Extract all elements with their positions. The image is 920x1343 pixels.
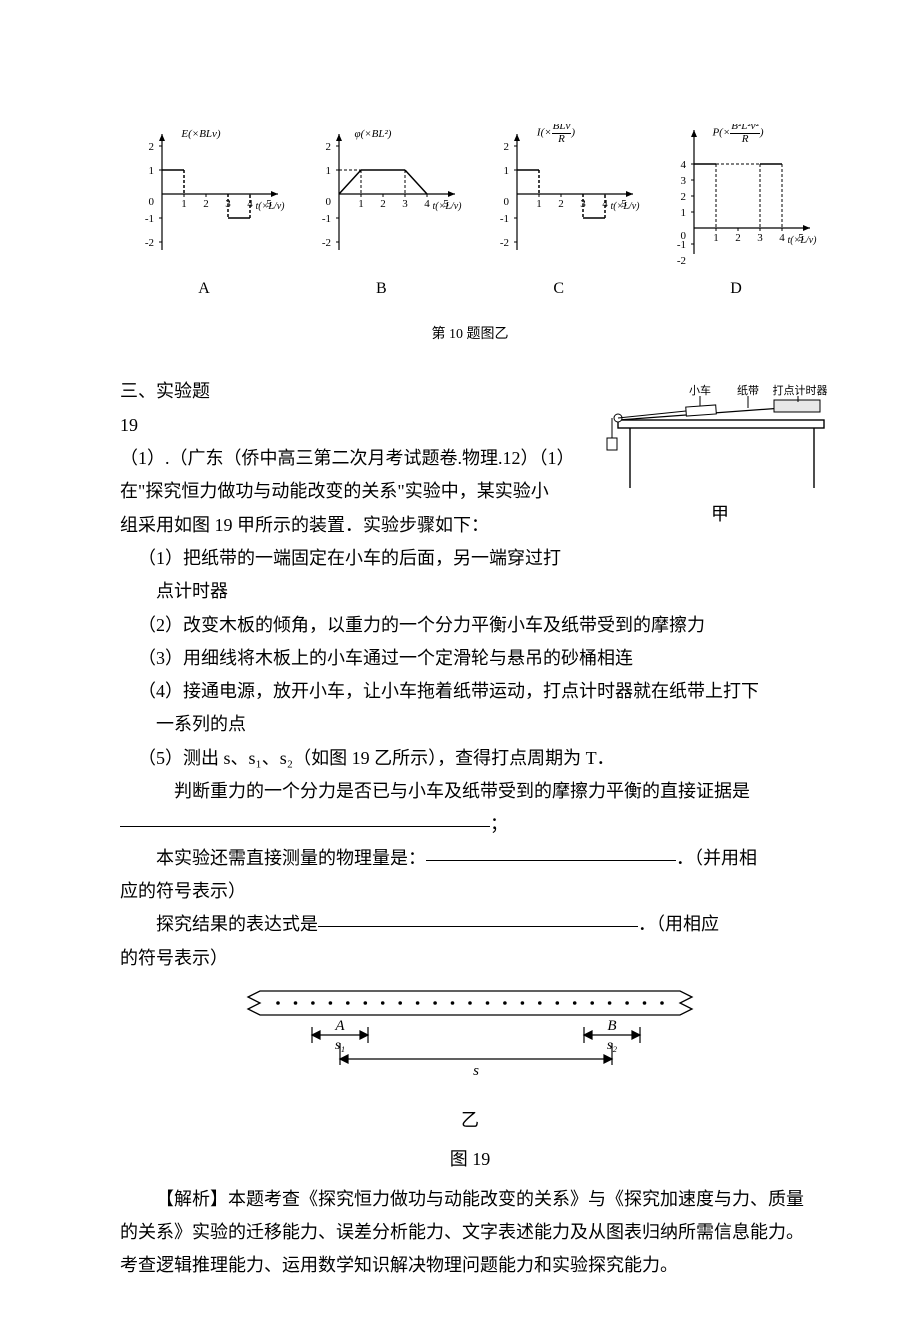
- step-3: （3）用细线将木板上的小车通过一个定滑轮与悬吊的砂桶相连: [120, 642, 820, 675]
- svg-text:0: 0: [149, 196, 155, 208]
- svg-text:-2: -2: [677, 255, 686, 264]
- step-2: （2）改变木板的倾角，以重力的一个分力平衡小车及纸带受到的摩擦力: [120, 609, 820, 642]
- svg-text:3: 3: [403, 198, 409, 210]
- tape-figure: A B s₁ s₂: [120, 981, 820, 1138]
- svg-text:s: s: [473, 1063, 479, 1079]
- svg-text:-1: -1: [322, 213, 331, 225]
- svg-text:0: 0: [503, 196, 509, 208]
- judge-blank: ；: [120, 808, 820, 841]
- svg-text:2: 2: [503, 141, 509, 153]
- label-tape: 纸带: [737, 384, 759, 397]
- svg-text:2: 2: [735, 232, 741, 244]
- chart-C-ylabel-p: I(×: [537, 127, 552, 139]
- chart-A-ylabel: E(×BLv): [181, 128, 220, 140]
- chart-B: 1 2 -1 -2 0 1 2 3 4 5: [297, 124, 465, 304]
- svg-text:1: 1: [680, 207, 686, 219]
- chart-D-letter: D: [652, 274, 820, 304]
- chart-A-xlabel: t(×L/v): [256, 201, 285, 212]
- svg-text:-2: -2: [322, 237, 331, 249]
- fig19-label: 图 19: [120, 1143, 820, 1176]
- svg-text:-2: -2: [499, 237, 508, 249]
- label-timer: 打点计时器: [773, 384, 828, 397]
- svg-text:1: 1: [359, 198, 365, 210]
- svg-text:3: 3: [757, 232, 763, 244]
- chart-D-ylabel-p: P(×: [712, 127, 730, 139]
- svg-text:1: 1: [181, 198, 187, 210]
- chart-C-xlabel: t(×L/v): [610, 201, 639, 212]
- exp-fig-caption: 甲: [600, 498, 840, 531]
- svg-text:-1: -1: [145, 213, 154, 225]
- charts-row: 1 2 -1 -2 0 1 2 3 4 5: [120, 124, 820, 304]
- chart-C: 1 2 -1 -2 0 1 2 3 4 5: [475, 124, 643, 304]
- label-cart: 小车: [689, 384, 711, 397]
- svg-text:4: 4: [680, 159, 686, 171]
- svg-text:1: 1: [503, 165, 509, 177]
- analysis-text: 【解析】本题考查《探究恒力做功与动能改变的关系》与《探究加速度与力、质量的关系》…: [120, 1183, 820, 1283]
- svg-text:2: 2: [381, 198, 387, 210]
- chart-B-xlabel: t(×L/v): [433, 201, 462, 212]
- experiment-figure-jia: 小车 纸带 打点计时器 甲: [600, 384, 840, 531]
- chart-A: 1 2 -1 -2 0 1 2 3 4 5: [120, 124, 288, 304]
- chart-A-letter: A: [120, 274, 288, 304]
- svg-text:1: 1: [326, 165, 332, 177]
- svg-text:A: A: [334, 1018, 345, 1034]
- result-1c: 的符号表示）: [120, 942, 820, 975]
- svg-text:0: 0: [680, 230, 686, 242]
- svg-text:1: 1: [713, 232, 719, 244]
- chart-B-letter: B: [297, 274, 465, 304]
- step-5: （5）测出 s、s₁、s₂（如图 19 乙所示），查得打点周期为 T．: [120, 742, 820, 775]
- svg-text:-2: -2: [145, 237, 154, 249]
- svg-text:0: 0: [326, 196, 332, 208]
- fig10-caption: 第 10 题图乙: [120, 322, 820, 348]
- step-1: （1）把纸带的一端固定在小车的后面，另一端穿过打: [120, 542, 820, 575]
- svg-text:1: 1: [536, 198, 542, 210]
- svg-text:3: 3: [680, 175, 686, 187]
- svg-text:2: 2: [203, 198, 209, 210]
- tape-caption: 乙: [120, 1104, 820, 1137]
- svg-text:B: B: [607, 1018, 616, 1034]
- chart-D: 1 2 3 4 -1 -2 0 1 2 3 4 5: [652, 124, 820, 304]
- svg-text:-1: -1: [499, 213, 508, 225]
- svg-text:2: 2: [326, 141, 332, 153]
- svg-text:1: 1: [149, 165, 155, 177]
- chart-C-letter: C: [475, 274, 643, 304]
- step-4b: 一系列的点: [120, 708, 820, 741]
- svg-text:2: 2: [680, 191, 686, 203]
- measure-1c: 应的符号表示）: [120, 875, 820, 908]
- result-1: 探究结果的表达式是．（用相应: [120, 908, 820, 941]
- measure-1: 本实验还需直接测量的物理量是：．（并用相: [120, 842, 820, 875]
- judge-1: 判断重力的一个分力是否已与小车及纸带受到的摩擦力平衡的直接证据是: [120, 775, 820, 808]
- step-4: （4）接通电源，放开小车，让小车拖着纸带运动，打点计时器就在纸带上打下: [120, 675, 820, 708]
- chart-D-xlabel: t(×L/v): [788, 235, 817, 246]
- svg-text:2: 2: [149, 141, 155, 153]
- step-1b: 点计时器: [120, 575, 820, 608]
- chart-B-ylabel: φ(×BL²): [355, 128, 392, 140]
- svg-text:2: 2: [558, 198, 564, 210]
